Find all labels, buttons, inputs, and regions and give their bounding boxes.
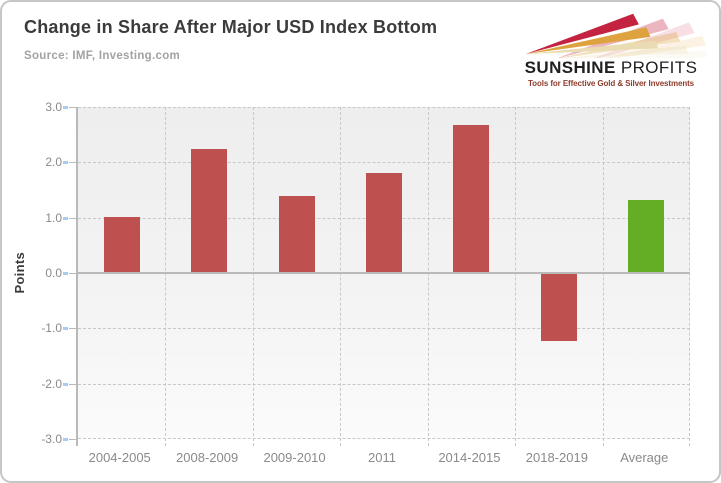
v-gridline	[428, 107, 429, 446]
bar-Average	[628, 199, 665, 273]
x-tick-label: Average	[620, 450, 669, 465]
x-tick-label: 2014-2015	[438, 450, 501, 465]
v-gridline	[340, 107, 341, 446]
h-gridline	[78, 107, 690, 108]
y-tick-mark	[69, 217, 77, 219]
logo-brand-light: PROFITS	[615, 58, 698, 77]
x-tick-label: 2018-2019	[525, 450, 588, 465]
y-tick-mark	[69, 162, 77, 164]
y-tick-mark	[69, 107, 77, 108]
v-gridline	[603, 107, 604, 446]
y-tick-mark-accent	[63, 438, 68, 441]
x-tick-label: 2004-2005	[88, 450, 151, 465]
logo-tagline: Tools for Effective Gold & Silver Invest…	[527, 79, 695, 88]
y-tick-mark	[69, 383, 77, 385]
y-tick-mark	[69, 328, 77, 330]
chart-source: Source: IMF, Investing.com	[24, 50, 181, 62]
h-gridline	[78, 438, 690, 439]
y-tick-label: 0.0	[45, 266, 62, 280]
y-tick-mark	[69, 439, 77, 440]
y-tick-mark	[69, 273, 77, 274]
y-tick-label: -2.0	[41, 376, 62, 391]
logo-brand-name: SUNSHINE PROFITS	[511, 59, 711, 76]
y-tick-mark-accent	[63, 106, 68, 109]
plot-area	[76, 107, 690, 446]
bar-2009-2010	[278, 196, 315, 273]
y-tick-label: 1.0	[45, 210, 62, 225]
x-tick-label: 2011	[368, 450, 396, 465]
y-tick-label: 2.0	[45, 155, 62, 170]
v-gridline	[689, 107, 690, 446]
x-tick-label: 2008-2009	[176, 450, 239, 465]
bar-2018-2019	[540, 273, 577, 342]
v-gridline	[515, 107, 516, 446]
x-tick-label: 2009-2010	[263, 450, 326, 465]
bar-2014-2015	[453, 124, 490, 273]
bar-2011	[366, 172, 402, 273]
h-gridline	[78, 162, 690, 164]
y-axis-line-extension	[76, 439, 78, 446]
chart-title: Change in Share After Major USD Index Bo…	[24, 17, 438, 37]
logo-brand-bold: SUNSHINE	[524, 58, 616, 77]
sunshine-rays-icon	[525, 13, 706, 58]
h-gridline	[78, 383, 690, 385]
bar-2008-2009	[191, 148, 228, 273]
y-tick-mark-accent	[63, 216, 68, 220]
y-tick-mark-accent	[63, 382, 68, 386]
y-tick-label: -1.0	[41, 321, 62, 336]
y-tick-mark-accent	[63, 272, 68, 275]
y-tick-label: 3.0	[45, 100, 62, 114]
sunshine-profits-logo: SUNSHINE PROFITS Tools for Effective Gol…	[511, 8, 711, 88]
v-gridline	[165, 107, 166, 446]
y-tick-mark-accent	[63, 161, 68, 165]
y-tick-mark-accent	[63, 327, 68, 331]
bar-2004-2005	[103, 217, 140, 273]
v-gridline	[253, 107, 254, 446]
zero-gridline	[78, 272, 690, 274]
h-gridline	[78, 328, 690, 330]
y-tick-label: -3.0	[41, 432, 62, 446]
